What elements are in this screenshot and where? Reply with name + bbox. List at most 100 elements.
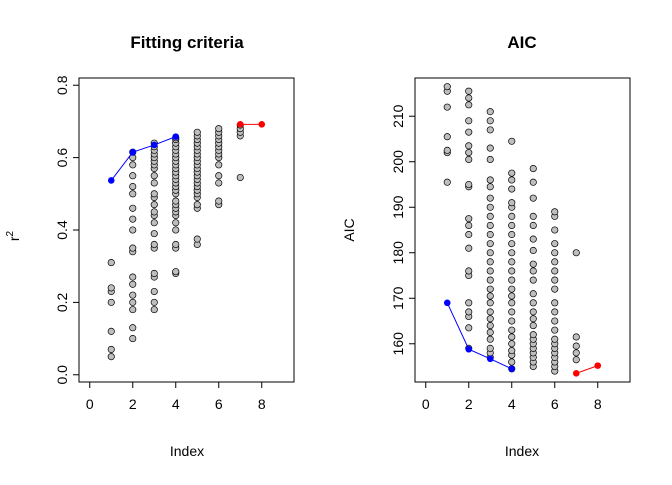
panel-2-data-point — [486, 221, 494, 229]
panel-2-plot-box — [414, 77, 631, 383]
panel-1-data-point — [129, 183, 137, 191]
panel-1-series — [107, 121, 266, 184]
panel-2-data-point — [508, 358, 516, 366]
panel-1-data-point — [129, 172, 137, 180]
panel-2-data-point — [529, 246, 537, 255]
panel-2-data-point — [486, 176, 494, 184]
panel-1-data-point — [172, 219, 180, 227]
panel-2-data-point — [508, 199, 516, 207]
panel-2-x-tick-label: 6 — [551, 396, 559, 412]
panel-1-y-label: r2 — [5, 230, 22, 241]
panel-1-data-point — [150, 269, 158, 277]
panel-1-series-point — [129, 148, 137, 156]
panel-2-data-point — [551, 335, 559, 343]
panel-1-data-point — [150, 230, 158, 238]
panel-2-data-point — [465, 308, 473, 316]
panel-2-data-point — [486, 322, 494, 330]
panel-2-data-point — [443, 83, 451, 91]
panel-1-axes: 0 2 4 6 8 0.0 0.2 0.4 0.6 0.8 — [54, 75, 266, 412]
panel-2-data-point — [508, 169, 516, 177]
panel-1-data-point — [150, 306, 158, 314]
panel-2-data-point — [572, 342, 580, 350]
panel-1-data-point — [215, 161, 223, 169]
panel-2-x-label: Index — [505, 443, 539, 459]
panel-2-data-point — [465, 231, 473, 239]
panel-1-data-point — [172, 197, 180, 205]
panel-2-data-point — [508, 299, 516, 307]
panel-2-data-point — [486, 183, 494, 191]
panel-1-data-point — [129, 306, 137, 314]
panel-2-data-point — [551, 317, 559, 325]
panel-2-data-point — [486, 231, 494, 239]
panel-2-data-point — [508, 185, 516, 193]
panel-1-data-point — [150, 287, 158, 296]
panel-2-data-point — [551, 240, 559, 248]
panel-1-data-point — [150, 179, 158, 187]
panel-2-data-point — [508, 240, 516, 248]
panel-2-y-tick-label: 160 — [390, 332, 406, 356]
panel-2-y-tick-label: 180 — [390, 241, 406, 265]
panel-1-data-point — [129, 244, 137, 252]
panel-1-y-tick-label: 0.2 — [54, 292, 70, 312]
panel-2-data-point — [551, 249, 559, 257]
panel-2-title: AIC — [507, 33, 536, 52]
panel-1-data-point — [236, 173, 244, 182]
panel-2-data-point — [486, 240, 494, 248]
panel-2-data-point — [551, 326, 559, 334]
panel-2-data-point — [486, 117, 494, 125]
panel-2-data-point — [465, 221, 473, 229]
panel-2-data-point — [508, 137, 516, 145]
panel-2-data-point — [529, 276, 537, 284]
panel-2-data-point — [529, 290, 537, 298]
panel-1-y-tick-label: 0.4 — [54, 220, 70, 240]
panel-1-data-point — [107, 345, 115, 353]
panel-1-data-point — [150, 201, 158, 209]
panel-2-data-point — [529, 194, 537, 202]
panel-1-data-point — [129, 161, 137, 169]
panel-2-data-point — [529, 299, 537, 307]
panel-2-data-point — [572, 356, 580, 364]
panel-2-data-point — [508, 221, 516, 229]
panel-1-data-point — [129, 204, 137, 212]
panel-2-data-point — [508, 212, 516, 220]
panel-2-data-point — [529, 322, 537, 330]
panel-1-data-point — [129, 298, 137, 306]
panel-2-y-label: AIC — [341, 218, 357, 241]
panel-1-data-point — [193, 201, 201, 209]
panel-2-data-point — [486, 126, 494, 134]
panel-2-data-point — [486, 155, 494, 164]
panel-2-data-point — [443, 146, 451, 154]
panel-2-data-point — [508, 333, 516, 341]
panel-2-data-point — [465, 117, 473, 125]
panel-2-data-point — [486, 212, 494, 220]
panel-2-data-point — [551, 267, 559, 275]
panel-2-data-point — [551, 276, 559, 284]
panel-2-data-point — [443, 178, 451, 186]
panel-2-data-point — [551, 308, 559, 316]
panel-2-data-point — [486, 335, 494, 343]
panel-1-data-point — [107, 353, 115, 361]
panel-2-data-point — [465, 155, 473, 164]
panel-2-data-point — [551, 258, 559, 266]
panel-2-data-point — [486, 258, 494, 266]
panel-2-data-point — [486, 315, 494, 323]
panel-2-data-point — [529, 260, 537, 268]
panel-1-y-label-main: r — [6, 236, 22, 241]
panel-2-data-point — [486, 108, 494, 116]
panel-2-data-point — [465, 149, 473, 157]
panel-2-data-point — [572, 333, 580, 341]
panel-1-series-point — [107, 177, 115, 184]
panel-2-y-tick-label: 170 — [390, 286, 406, 310]
panel-1-data-point — [215, 179, 223, 187]
panel-2-data-point — [465, 244, 473, 252]
panel-2-data-point — [529, 235, 537, 243]
panel-2-data-point — [486, 328, 494, 336]
panel-1-data-point — [129, 280, 137, 288]
panel-1-data-point — [193, 128, 201, 136]
panel-1-x-tick-label: 6 — [215, 396, 223, 412]
panel-2-points — [443, 83, 580, 375]
panel-1-data-point — [172, 268, 180, 276]
panel-1-data-point — [129, 215, 137, 223]
panel-2-series-line — [446, 302, 512, 370]
